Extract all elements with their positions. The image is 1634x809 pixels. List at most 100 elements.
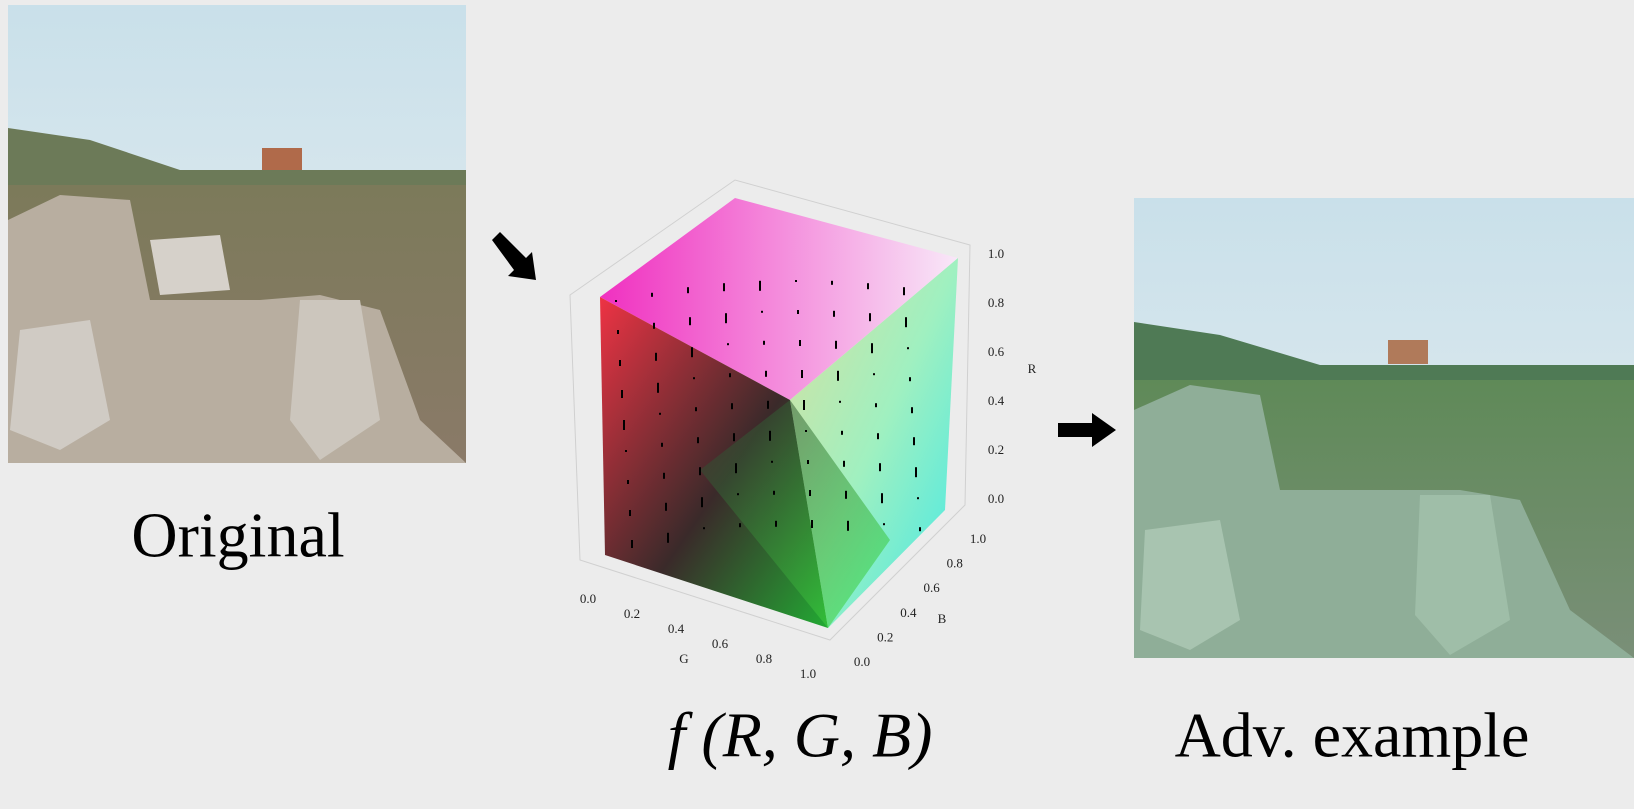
sample-dot — [917, 497, 919, 499]
sample-dot — [619, 360, 621, 366]
sample-dot — [665, 503, 667, 511]
axis-tick-label: 0.2 — [877, 629, 893, 644]
sample-dot — [629, 510, 631, 516]
sample-dot — [631, 540, 633, 548]
sample-dot — [701, 497, 703, 507]
sample-dot — [655, 353, 657, 361]
sample-dot — [699, 467, 701, 475]
axis-tick-label: 0.0 — [580, 591, 596, 606]
sample-dot — [869, 313, 871, 321]
sample-dot — [919, 527, 921, 531]
axis-tick-label: 0.8 — [947, 556, 963, 571]
sample-dot — [627, 480, 629, 484]
sample-dot — [653, 323, 655, 329]
axis-tick-label: 0.4 — [988, 393, 1005, 408]
sample-dot — [771, 461, 773, 463]
axis-tick-label: 0.8 — [756, 651, 772, 666]
arrow — [492, 232, 536, 280]
sample-dot — [693, 377, 695, 379]
sample-dot — [731, 403, 733, 409]
sample-dot — [811, 520, 813, 528]
sample-dot — [833, 311, 835, 317]
sample-dot — [761, 311, 763, 313]
sample-dot — [615, 300, 617, 302]
sample-dot — [765, 371, 767, 377]
sample-dot — [775, 521, 777, 527]
sample-dot — [733, 433, 735, 441]
sample-dot — [651, 293, 653, 297]
sample-dot — [763, 341, 765, 345]
sample-dot — [729, 373, 731, 377]
sample-dot — [879, 463, 881, 471]
sample-dot — [727, 343, 729, 345]
sample-dot — [621, 390, 623, 398]
sample-dot — [903, 287, 905, 295]
axis-tick-label: 0.2 — [624, 606, 640, 621]
sample-dot — [841, 431, 843, 435]
building — [1388, 340, 1428, 364]
sample-dot — [691, 347, 693, 357]
sample-dot — [803, 400, 805, 410]
sample-dot — [773, 491, 775, 495]
sample-dot — [667, 533, 669, 543]
sample-dot — [911, 407, 913, 413]
rock — [150, 235, 230, 295]
axis-tick-label: 0.6 — [988, 344, 1005, 359]
sample-dot — [703, 527, 705, 529]
caption: Adv. example — [1175, 700, 1530, 771]
axis-tick-label: 0.0 — [988, 491, 1004, 506]
axis-tick-label: 0.8 — [988, 295, 1004, 310]
sample-dot — [809, 490, 811, 496]
adversarial-image — [1134, 198, 1634, 658]
axis-tick-label: 0.6 — [712, 636, 729, 651]
sample-dot — [723, 283, 725, 291]
color-cube — [570, 180, 970, 640]
sample-dot — [837, 371, 839, 381]
sample-dot — [625, 450, 627, 452]
axis-tick-label: 0.4 — [668, 621, 685, 636]
axis-label: G — [679, 651, 688, 666]
axis-tick-label: 1.0 — [800, 666, 816, 681]
sample-dot — [795, 280, 797, 282]
axis-label: R — [1028, 361, 1037, 376]
sample-dot — [767, 401, 769, 409]
sample-dot — [661, 443, 663, 447]
sample-dot — [759, 281, 761, 291]
sample-dot — [873, 373, 875, 375]
axis-tick-label: 1.0 — [988, 246, 1004, 261]
sample-dot — [735, 463, 737, 473]
sample-dot — [769, 431, 771, 441]
sample-dot — [663, 473, 665, 479]
sample-dot — [831, 281, 833, 285]
sample-dot — [843, 461, 845, 467]
caption: Original — [131, 500, 344, 571]
sample-dot — [617, 330, 619, 334]
sample-dot — [871, 343, 873, 353]
sample-dot — [877, 433, 879, 439]
axis-tick-label: 0.4 — [900, 605, 917, 620]
sample-dot — [797, 310, 799, 314]
sample-dot — [847, 521, 849, 531]
sample-dot — [839, 401, 841, 403]
sample-dot — [737, 493, 739, 495]
sample-dot — [687, 287, 689, 293]
building — [262, 148, 302, 170]
axis-label: B — [938, 611, 947, 626]
sample-dot — [905, 317, 907, 327]
sample-dot — [835, 341, 837, 349]
sample-dot — [909, 377, 911, 381]
sample-dot — [875, 403, 877, 407]
sample-dot — [807, 460, 809, 464]
slide: Original f (R, G, B) Adv. example 0.00.2… — [0, 0, 1634, 809]
original-image — [8, 5, 466, 463]
sample-dot — [695, 407, 697, 411]
sample-dot — [689, 317, 691, 325]
sample-dot — [915, 467, 917, 477]
sample-dot — [883, 523, 885, 525]
axis-tick-label: 0.2 — [988, 442, 1004, 457]
axis-tick-label: 0.6 — [923, 580, 940, 595]
sample-dot — [805, 430, 807, 432]
arrow — [1058, 413, 1116, 447]
sample-dot — [801, 370, 803, 378]
sample-dot — [845, 491, 847, 499]
